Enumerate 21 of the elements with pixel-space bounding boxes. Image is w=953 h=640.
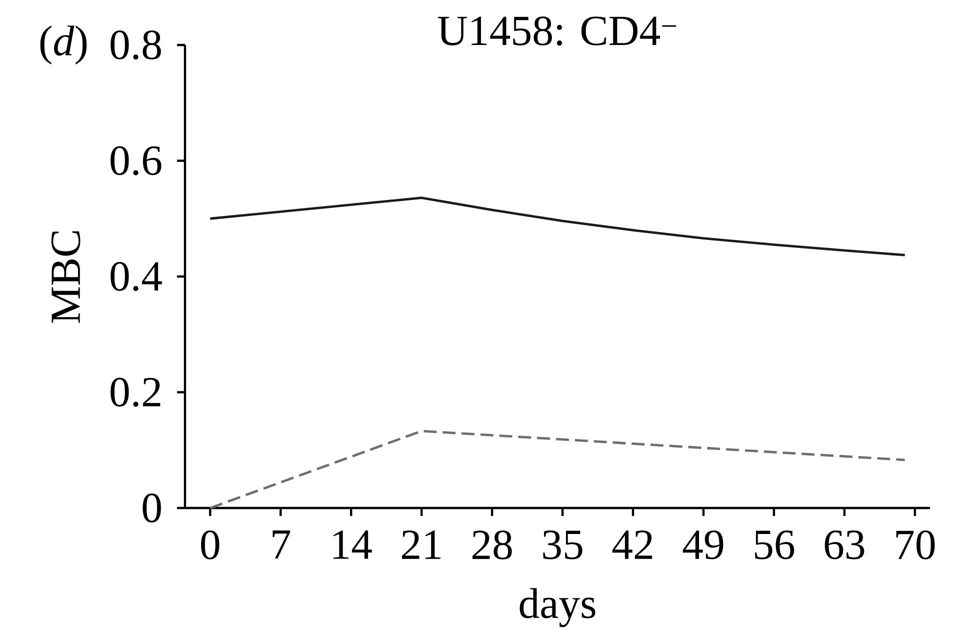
chart-title: U1458: CD4$^{−}$ (438, 16, 676, 46)
x-tick-label: 35 (543, 530, 582, 560)
text: (d) (40, 26, 87, 64)
x-tick-label: 7 (272, 530, 290, 558)
y-axis-title: MBC (51, 231, 80, 323)
x-tick-label: 21 (402, 530, 440, 559)
x-tick-label: 14 (333, 530, 372, 559)
y-tick-label: 0.4 (110, 262, 162, 292)
y-tick-label: 0.8 (110, 30, 161, 60)
y-tick-label: 0.6 (110, 146, 162, 176)
x-tick-label: 56 (755, 530, 794, 560)
y-tick-label: 0.2 (110, 378, 160, 407)
line-series (208, 196, 906, 256)
x-tick-label: 0 (201, 530, 220, 560)
x-tick-label: 28 (472, 530, 512, 560)
x-tick-label: 63 (824, 530, 864, 560)
x-tick-label: 42 (612, 530, 652, 559)
x-tick-label: 49 (682, 530, 724, 560)
x-tick-label: 70 (896, 530, 935, 560)
x-axis-title: days (520, 588, 596, 628)
y-tick-label: 0 (142, 494, 161, 522)
